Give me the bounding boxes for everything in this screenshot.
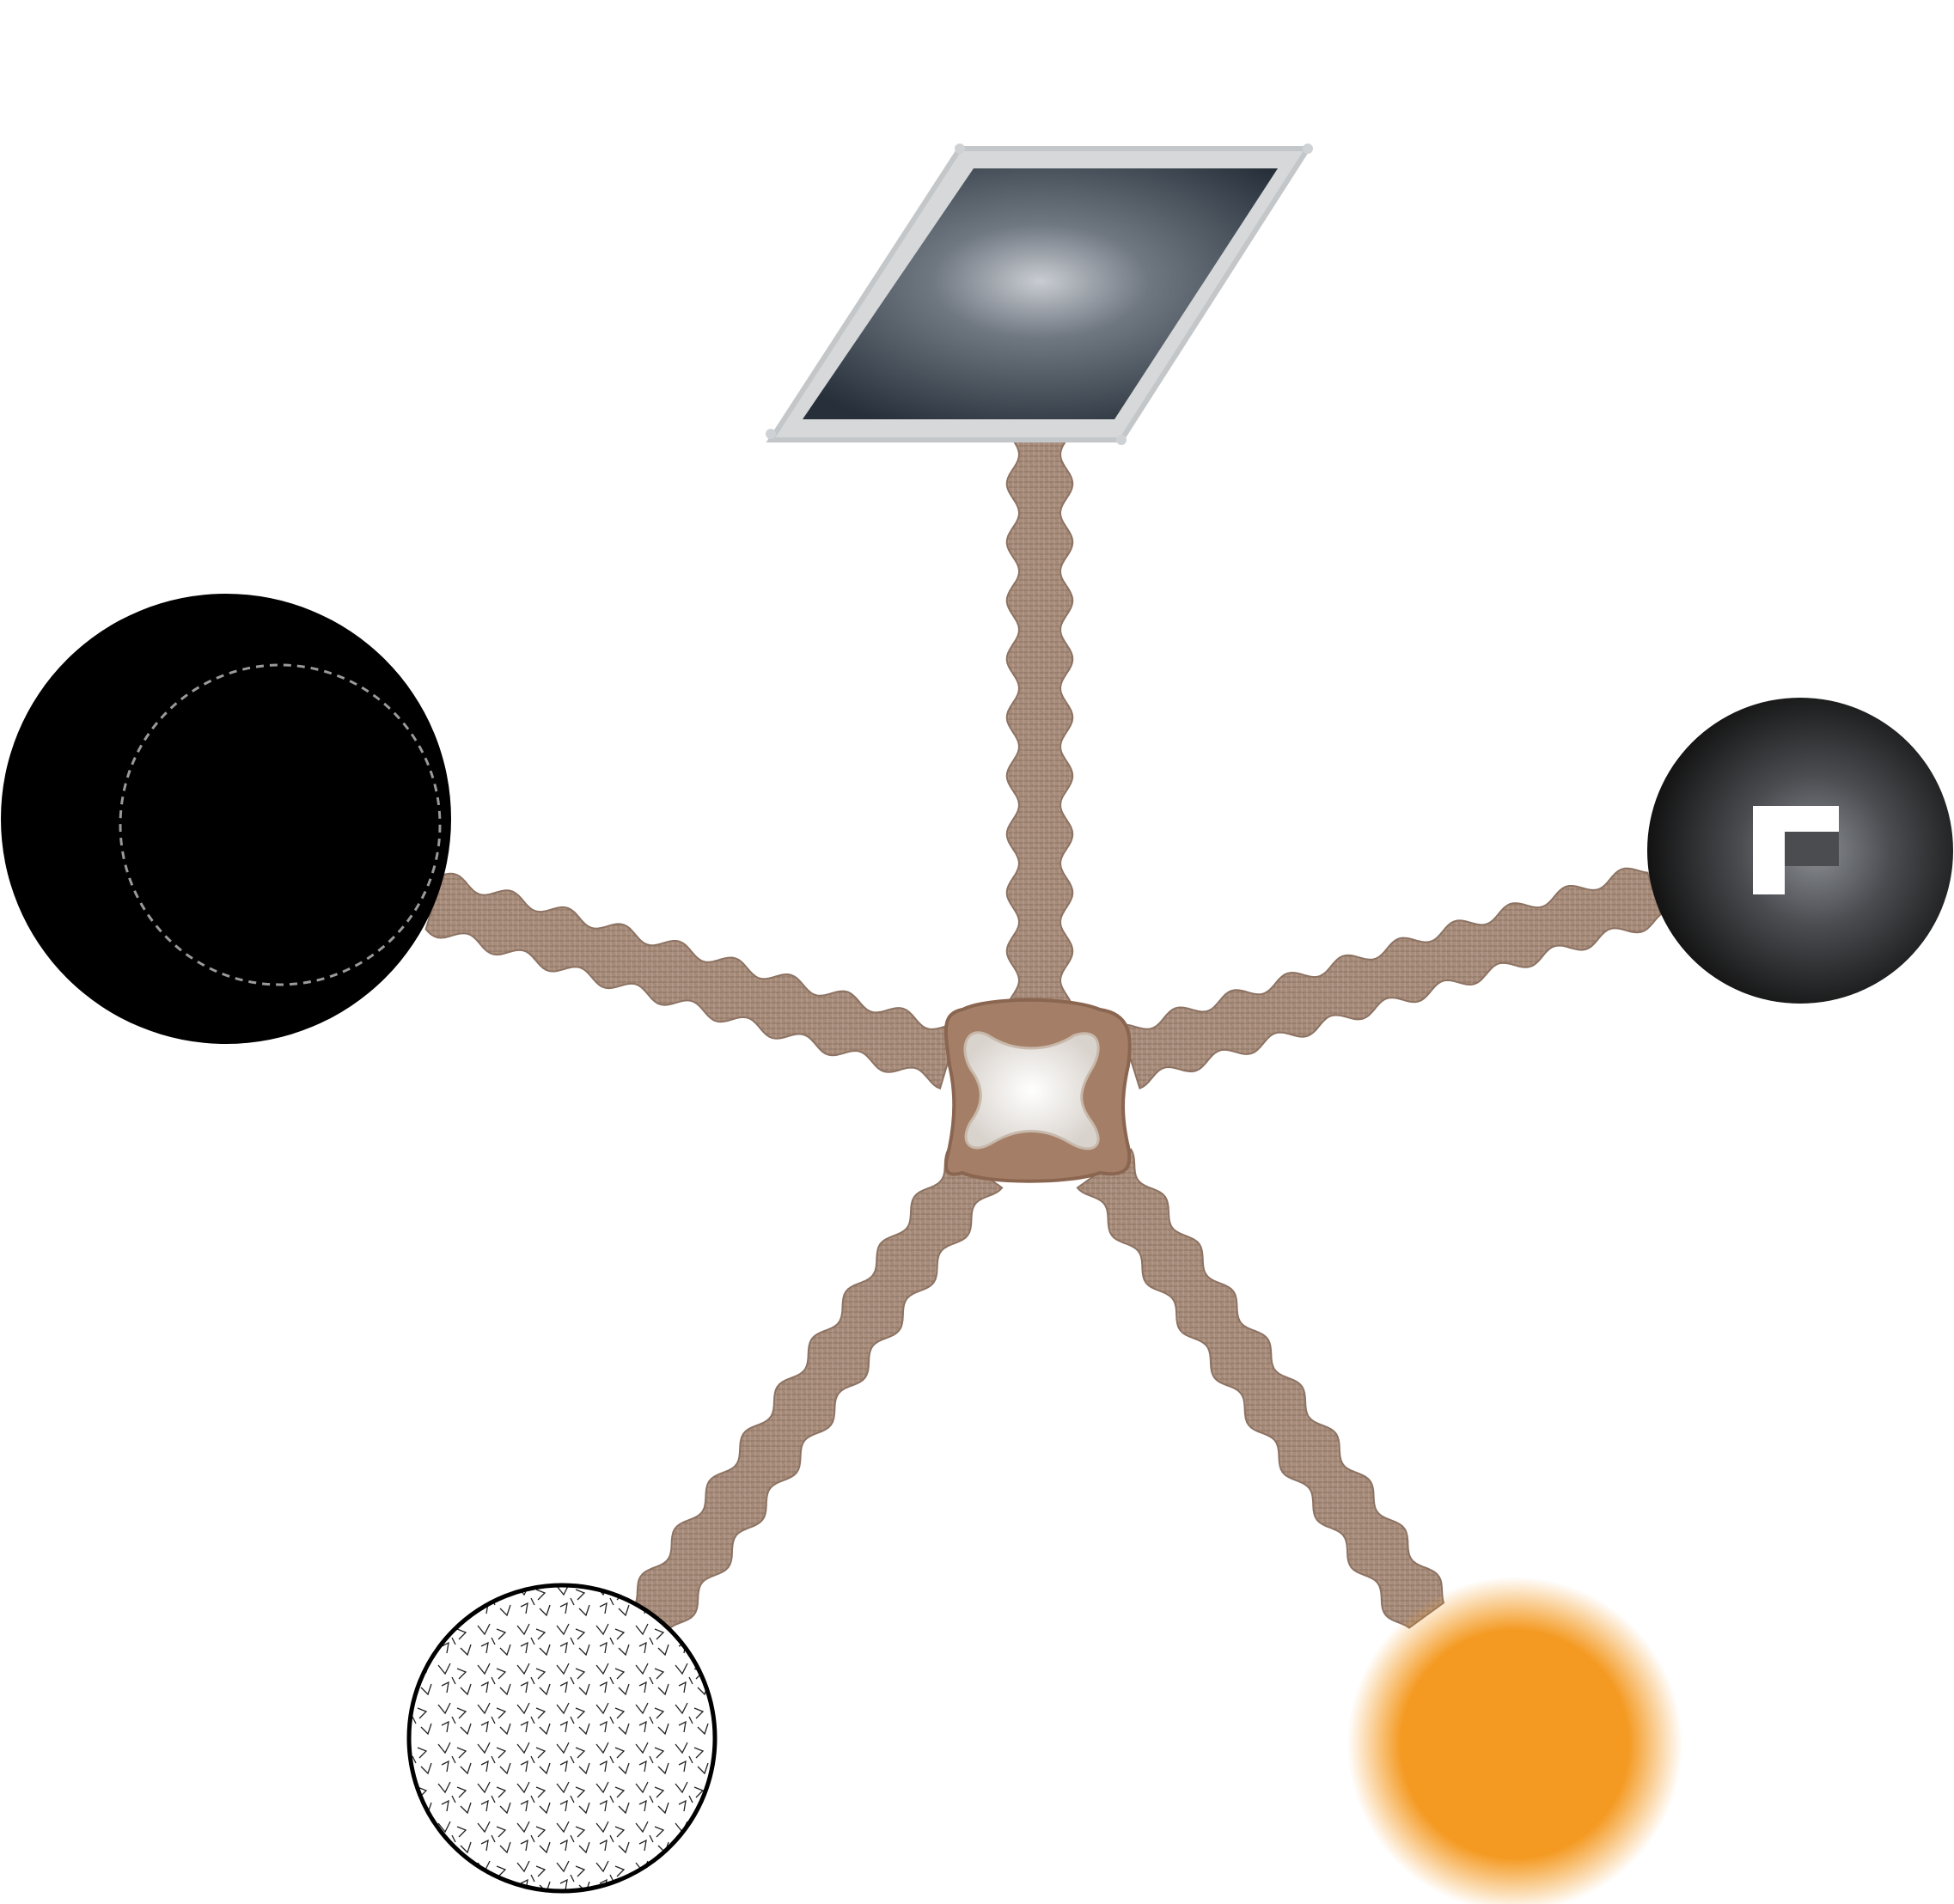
linker-top [1005,439,1074,1010]
node-parallelogram [766,143,1313,445]
linker-group [424,439,1662,1629]
node-orange-circle [1347,1577,1682,1904]
linker-left [424,872,961,1090]
linker-right [1119,867,1662,1089]
node-dark-circle [1647,698,1953,1004]
linker-bottom-left [634,1148,1004,1629]
node-black-circle [1,594,451,1044]
hub [943,998,1132,1183]
linker-bottom-right [1076,1148,1445,1629]
node-hatched-circle [406,1583,717,1894]
notch-square-icon [1753,806,1839,894]
